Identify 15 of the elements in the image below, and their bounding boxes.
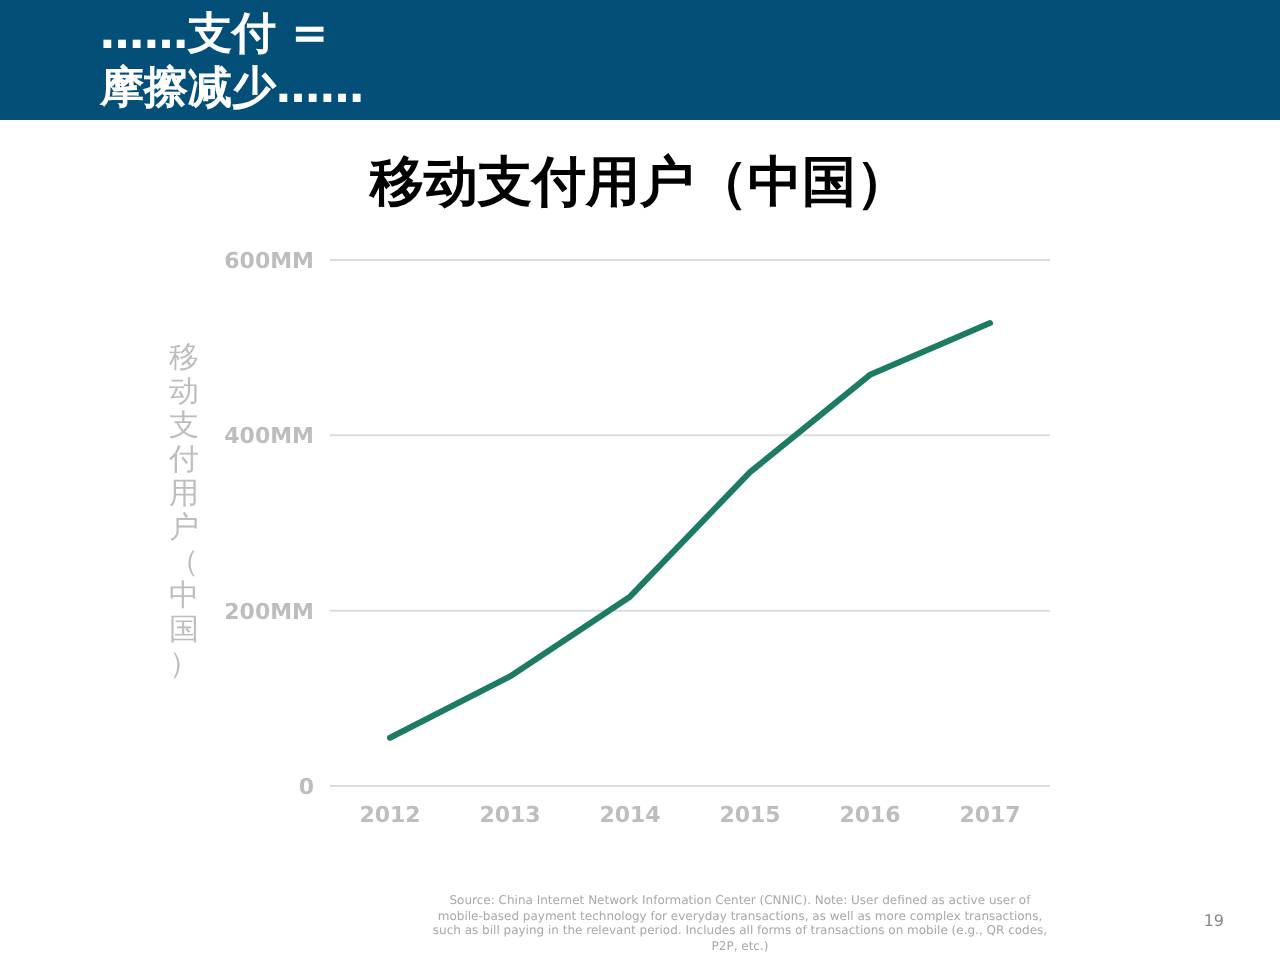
x-tick-label: 2012	[359, 802, 421, 828]
line-series	[387, 320, 993, 741]
x-tick-label: 2015	[719, 802, 781, 828]
y-tick-label: 400MM	[224, 423, 314, 450]
y-tick-label: 0	[298, 774, 315, 800]
x-tick-label: 2016	[839, 802, 902, 828]
text: 19	[1203, 912, 1224, 930]
y-tick-label: 200MM	[224, 598, 314, 625]
chart-title: 移动支付用户（中国）	[368, 152, 910, 214]
x-tick-label: 2017	[959, 802, 1021, 828]
text: 移动支付用户（中国）	[169, 339, 199, 681]
x-tick-label: 2014	[599, 802, 662, 828]
x-tick-label: 2013	[479, 802, 541, 828]
y-tick-label: 600MM	[224, 248, 314, 274]
text: ……支付 = 摩擦减少……	[98, 10, 364, 114]
